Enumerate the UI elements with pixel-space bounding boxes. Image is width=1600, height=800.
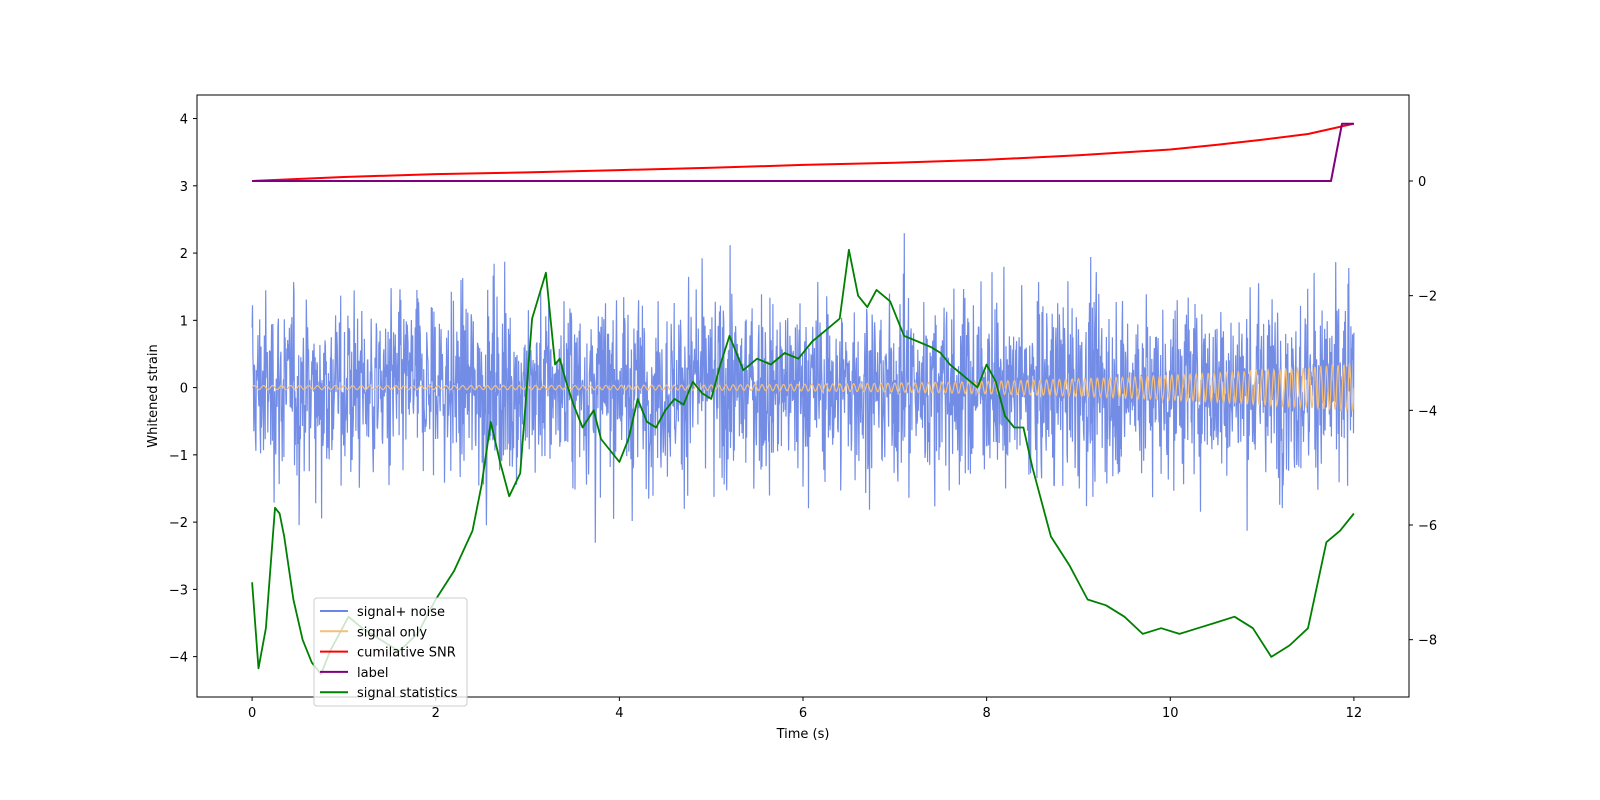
legend-box [313, 597, 468, 707]
y2-tick-label: −6 [1418, 519, 1437, 534]
y-tick-label: −3 [169, 583, 188, 598]
y-tick-label: −1 [169, 449, 188, 464]
y-axis-label: Whitened strain [146, 344, 161, 447]
legend-label: signal statistics [357, 686, 458, 701]
x-tick-label: 12 [1346, 706, 1363, 721]
y2-tick-label: −4 [1418, 404, 1437, 419]
legend-label: signal+ noise [357, 605, 445, 620]
y-tick-label: 1 [180, 314, 188, 329]
y-tick-label: 0 [180, 382, 188, 397]
x-tick-label: 0 [248, 706, 256, 721]
y-tick-label: 4 [180, 113, 188, 128]
y-axis-ticks: −4 −3 −2 −1 0 1 2 3 4 [169, 113, 197, 666]
x-axis-label: Time (s) [776, 727, 830, 742]
y-tick-label: −2 [169, 516, 188, 531]
y2-tick-label: −8 [1418, 634, 1437, 649]
series-cumulative-snr [252, 122, 1355, 182]
series-signal-noise [251, 233, 1355, 543]
legend-label: signal only [357, 625, 427, 640]
x-tick-label: 6 [799, 706, 807, 721]
y-tick-label: −4 [169, 651, 188, 666]
legend-label: cumilative SNR [357, 646, 456, 661]
series-signal-only [251, 362, 1355, 413]
x-tick-label: 2 [432, 706, 440, 721]
y2-tick-label: 0 [1418, 175, 1426, 190]
x-tick-label: 4 [615, 706, 623, 721]
legend-label: label [357, 666, 388, 681]
series-label [252, 122, 1354, 182]
legend: signal+ noise signal only cumilative SNR la… [313, 597, 468, 707]
series-layer [251, 122, 1355, 675]
y2-tick-label: −2 [1418, 290, 1437, 305]
y-tick-label: 2 [180, 247, 188, 262]
right-y-axis-ticks: −8 −6 −4 −2 0 [1409, 175, 1437, 649]
x-tick-label: 8 [982, 706, 990, 721]
x-tick-label: 10 [1162, 706, 1179, 721]
y-tick-label: 3 [180, 180, 188, 195]
